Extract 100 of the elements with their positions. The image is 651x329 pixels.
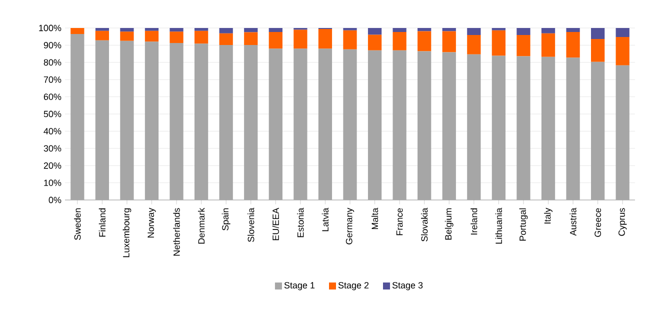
bar [144, 42, 159, 200]
bar [194, 30, 208, 44]
bar [616, 28, 630, 37]
x-tick-label: Ireland [470, 208, 478, 234]
bar [144, 28, 159, 31]
bar [244, 45, 258, 200]
x-tick-label: Finland [98, 208, 106, 237]
bar [95, 40, 109, 200]
bar [492, 56, 506, 200]
bar [467, 54, 481, 200]
bar [566, 28, 580, 32]
y-tick-label: 30% [44, 145, 62, 152]
x-tick-label: Germany [346, 208, 354, 244]
bar [120, 32, 134, 41]
x-tick-label: Netherlands [173, 208, 180, 256]
bar [120, 28, 134, 32]
bar [268, 28, 282, 32]
bar [368, 50, 382, 200]
bar [194, 44, 208, 200]
x-tick-label: Sweden [74, 208, 81, 240]
x-tick-label: Malta [371, 208, 378, 230]
bar [268, 48, 282, 200]
bar [616, 36, 630, 66]
bar [467, 35, 481, 54]
x-tick-label: Italy [544, 208, 552, 224]
legend-label: Stage 3 [392, 282, 423, 290]
y-tick-label: 50% [44, 110, 62, 118]
bar [70, 34, 84, 200]
bar [442, 31, 456, 52]
y-tick-label: 10% [44, 180, 62, 186]
x-tick-label: Luxembourg [122, 208, 132, 258]
bar [392, 32, 406, 50]
bar [170, 32, 184, 43]
bar [170, 28, 184, 32]
bar [566, 32, 580, 58]
bar [343, 49, 357, 200]
bar [591, 39, 605, 62]
bar [120, 40, 134, 200]
bar [70, 28, 84, 34]
x-tick-label: Denmark [198, 208, 205, 244]
bar [343, 30, 357, 50]
bar [268, 32, 282, 49]
bar [442, 28, 456, 32]
bar [541, 33, 556, 57]
bar [219, 33, 233, 46]
bar [170, 42, 184, 200]
x-tick-label: Slovakia [421, 208, 428, 242]
bar [219, 28, 233, 34]
y-tick-label: 90% [44, 42, 62, 48]
bar [194, 28, 208, 31]
bar [541, 28, 556, 34]
x-tick-label: Spain [222, 208, 230, 230]
bar [368, 28, 382, 35]
x-tick-label: Cyprus [618, 208, 627, 236]
y-tick-label: 40% [44, 128, 62, 134]
bar [492, 30, 506, 56]
x-tick-label: EU/EEA [272, 208, 279, 240]
bar [516, 56, 530, 200]
bar [442, 52, 456, 200]
bar [591, 28, 605, 40]
bar [244, 28, 258, 32]
bar [616, 65, 630, 200]
y-tick-label: 20% [44, 162, 62, 169]
x-tick-label: Slovenia [248, 208, 254, 242]
bar [318, 29, 332, 49]
x-tick-label: France [396, 208, 403, 236]
x-tick-label: Lithuania [495, 208, 502, 244]
bar [144, 30, 159, 42]
x-tick-label: Belgium [444, 208, 454, 240]
x-tick-label: Latvia [322, 208, 329, 232]
bar [516, 35, 530, 56]
x-tick-label: Norway [148, 208, 156, 238]
legend-label: Stage 2 [338, 282, 369, 290]
bar [418, 31, 432, 52]
bar [368, 34, 382, 50]
y-tick-label: 80% [44, 59, 62, 66]
bar [294, 30, 308, 49]
bar [95, 30, 109, 40]
x-tick-label: Portugal [519, 208, 528, 241]
bar [392, 28, 406, 32]
x-tick-label: Estonia [297, 208, 304, 238]
bar [219, 45, 233, 200]
bar [591, 62, 605, 200]
bar [516, 28, 530, 36]
y-tick-label: 0% [48, 196, 62, 204]
bar [418, 51, 432, 200]
bar [418, 28, 432, 32]
y-tick-label: 70% [44, 76, 62, 83]
bar [566, 58, 580, 200]
x-tick-label: Greece [594, 208, 602, 237]
bar [541, 56, 556, 200]
legend-label: Stage 1 [284, 282, 315, 290]
y-tick-label: 100% [39, 24, 62, 32]
x-tick-label: Austria [570, 208, 576, 236]
bar [467, 28, 481, 36]
bar [318, 48, 332, 200]
bar [294, 48, 308, 200]
bar [392, 50, 406, 200]
y-tick-label: 60% [44, 94, 62, 100]
bar [95, 28, 109, 31]
